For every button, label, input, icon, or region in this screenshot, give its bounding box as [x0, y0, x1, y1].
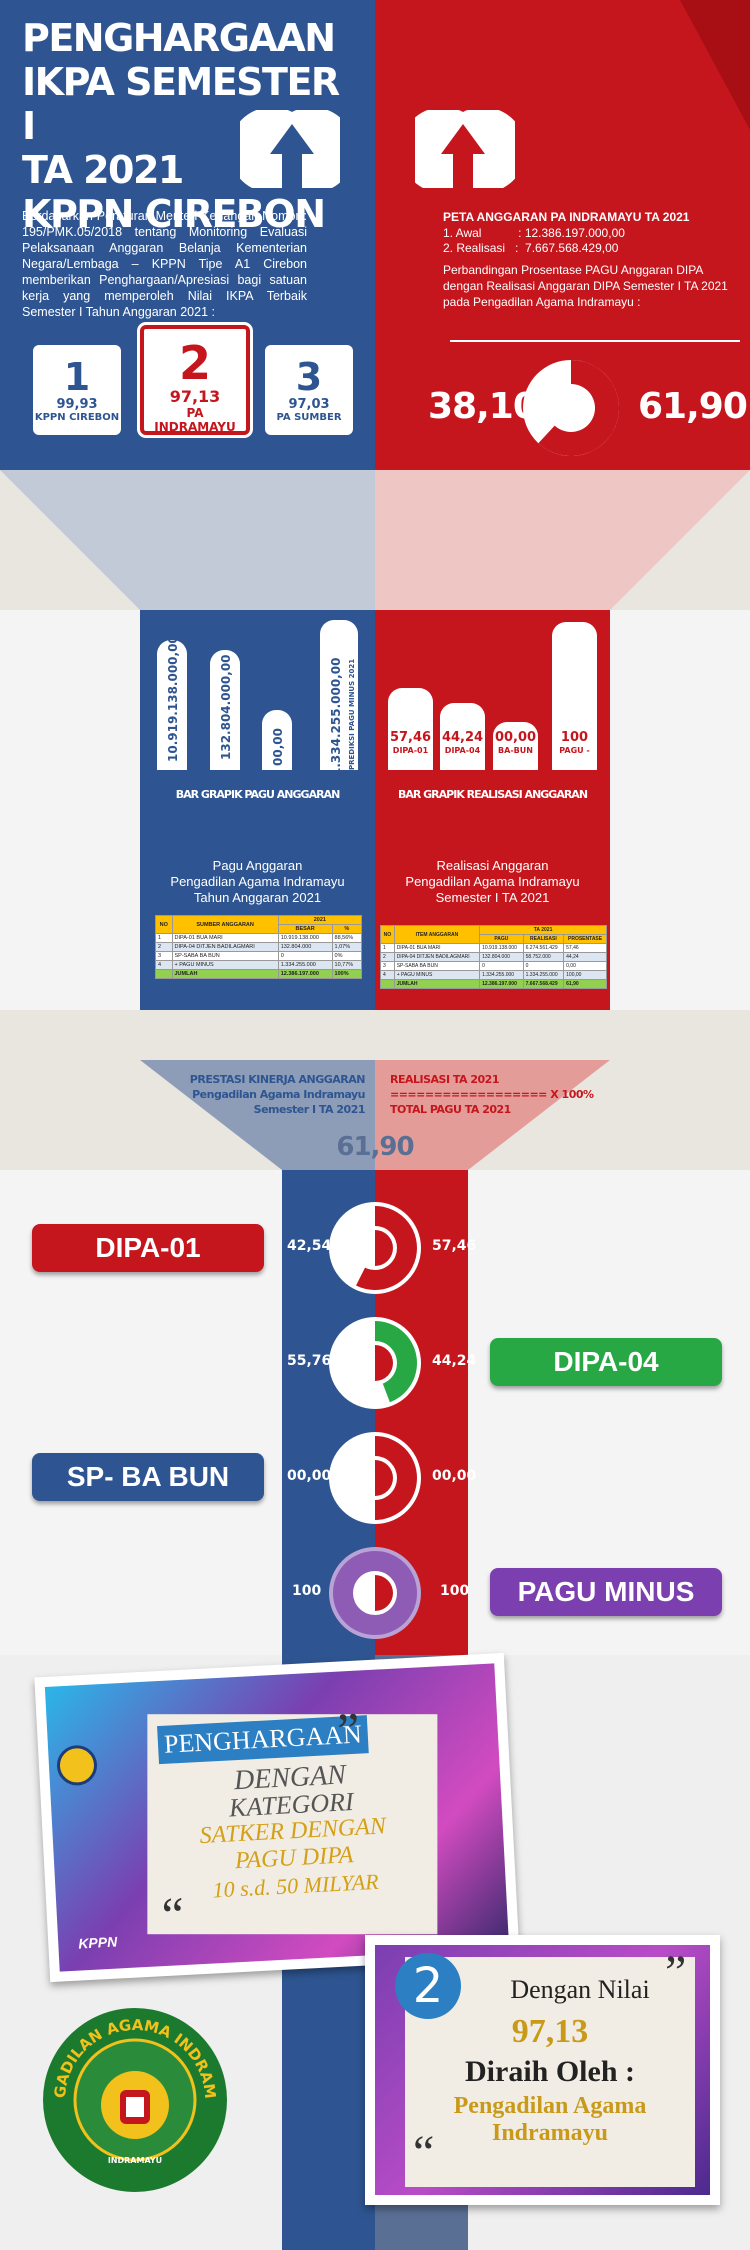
table-total-row: JUMLAH 12.386.197.000 7.667.568.429 61,90 — [380, 979, 607, 989]
donut-charts — [329, 1202, 421, 1639]
donut-chart-1 — [329, 1202, 421, 1294]
donut-chart-4 — [329, 1547, 421, 1639]
svg-text:INDRAMAYU: INDRAMAYU — [108, 2156, 162, 2165]
quote-icon: “ — [160, 1886, 186, 1944]
pengadilan-agama-logo: PENGADILAN AGAMA INDRAMAYU INDRAMAYU — [40, 2005, 227, 2192]
real-bar-dipa01 — [388, 688, 433, 770]
donut-1-right-value: 57,46 — [432, 1238, 477, 1254]
real-bar-minus — [552, 622, 597, 770]
up-arrow-icon — [415, 110, 515, 192]
donut-inner-half — [375, 1575, 393, 1611]
real-bar-babun — [493, 722, 538, 770]
quote-icon: “ — [413, 2126, 435, 2179]
prestasi-left-text: PRESTASI KINERJA ANGGARAN Pengadilan Aga… — [189, 1073, 366, 1116]
award-brand: KPPN — [77, 1933, 118, 1952]
real-bar-babun-label: 00,00 BA-BUN — [494, 730, 537, 755]
peta-title: PETA ANGGARAN PA INDRAMAYU TA 2021 — [443, 210, 690, 224]
pagu-bar-caption: BAR GRAPIK PAGU ANGGARAN — [175, 788, 341, 801]
donut-4-left-value: 100 — [292, 1583, 322, 1599]
donut-inner-half — [375, 1460, 393, 1496]
table-total-row: JUMLAH 12.386.197.000 100% — [155, 969, 363, 979]
prestasi-value: 61,90 — [336, 1132, 414, 1162]
table-row: 4 + PAGU MINUS 1.334.255.000 1.334.255.000 1… — [380, 970, 607, 980]
rank-card-2: 2 97,13 PA INDRAMAYU — [140, 325, 250, 435]
peta-awal: 1. Awal : 12.386.197.000,00 — [443, 226, 625, 240]
award-text: DENGAN KATEGORI SATKER DENGAN PAGU DIPA … — [198, 1759, 387, 1903]
pagu-bar-minus — [320, 620, 358, 770]
real-table-heading: Realisasi Anggaran Pengadilan Agama Indr… — [405, 858, 580, 905]
intro-paragraph: Berdasarkan Peraturan Menteri Keuangan N… — [22, 209, 307, 319]
result-rank-badge: 2 — [395, 1953, 461, 2019]
donut-2-right-value: 44,24 — [432, 1353, 477, 1369]
real-bar-caption: BAR GRAPIK REALISASI ANGGARAN — [397, 788, 588, 801]
real-bar-dipa04 — [440, 703, 485, 770]
corner-arrow-shape — [680, 0, 750, 130]
pagu-bar-babun — [262, 710, 292, 770]
quote-icon: ” — [665, 1946, 687, 1999]
peta-divider — [450, 340, 740, 342]
peta-realisasi: 2. Realisasi : 7.667.568.429,00 — [443, 241, 619, 255]
pagu-bar-dipa01 — [157, 640, 187, 770]
donut-2-left-value: 55,76 — [287, 1353, 332, 1369]
result-text: Dengan Nilai 97,13 Diraih Oleh : Pengadi… — [453, 1975, 650, 2146]
page-title: PENGHARGAAN IKPA SEMESTER I TA 2021 KPPN… — [22, 16, 340, 236]
rank-card-1: 1 99,93 KPPN CIREBON — [33, 345, 121, 435]
donut-3-left-value: 00,00 — [287, 1468, 332, 1484]
pagu-table: NO SUMBER ANGGARAN 2021 BESAR% 1 DIPA-01 BU… — [155, 915, 363, 979]
donut-chart-3 — [329, 1432, 421, 1524]
donut-chart-2 — [329, 1317, 421, 1409]
funnel-shape — [0, 470, 750, 610]
peta-description: Perbandingan Prosentase PAGU Anggaran DI… — [443, 263, 728, 309]
real-table: NO ITEM ANGGARAN TA 2021 PAGU REALISASI PROS… — [380, 925, 607, 989]
donut-inner-half — [375, 1345, 393, 1381]
prestasi-formula: REALISASI TA 2021 ================== X 1… — [390, 1073, 594, 1116]
pill-pagu-minus: PAGU MINUS — [490, 1568, 722, 1616]
donut-1-left-value: 42,54 — [287, 1238, 332, 1254]
award-card: PENGHARGAAN DENGAN KATEGORI SATKER DENGA… — [34, 1652, 520, 1983]
pagu-bar-dipa04 — [210, 650, 240, 770]
funnel-shape-2 — [140, 1060, 610, 1170]
pill-dipa04: DIPA-04 — [490, 1338, 722, 1386]
rank-card-3: 3 97,03 PA SUMBER — [265, 345, 353, 435]
peta-right-percent: 61,90 — [638, 386, 748, 427]
donut-inner-half — [375, 1230, 393, 1266]
real-bar-minus-label: 100 PAGU - — [559, 730, 590, 755]
pill-dipa01: DIPA-01 — [32, 1224, 264, 1272]
real-bar-dipa04-label: 44,24 DIPA-04 — [441, 730, 484, 755]
pagu-table-heading: Pagu Anggaran Pengadilan Agama Indramayu… — [170, 858, 345, 905]
kemenkeu-logo-icon — [55, 1744, 99, 1787]
donut-3-right-value: 00,00 — [432, 1468, 477, 1484]
result-card: 2 Dengan Nilai 97,13 Diraih Oleh : Penga… — [365, 1935, 720, 2205]
donut-4-right-value: 100 — [440, 1583, 470, 1599]
up-arrow-icon — [240, 110, 340, 192]
peta-donut-chart — [523, 360, 619, 456]
quote-icon: ” — [336, 1701, 362, 1759]
peta-left-percent: 38,10 — [428, 386, 538, 427]
pill-sp-ba-bun: SP- BA BUN — [32, 1453, 264, 1501]
real-bar-dipa01-label: 57,46 DIPA-01 — [389, 730, 432, 755]
